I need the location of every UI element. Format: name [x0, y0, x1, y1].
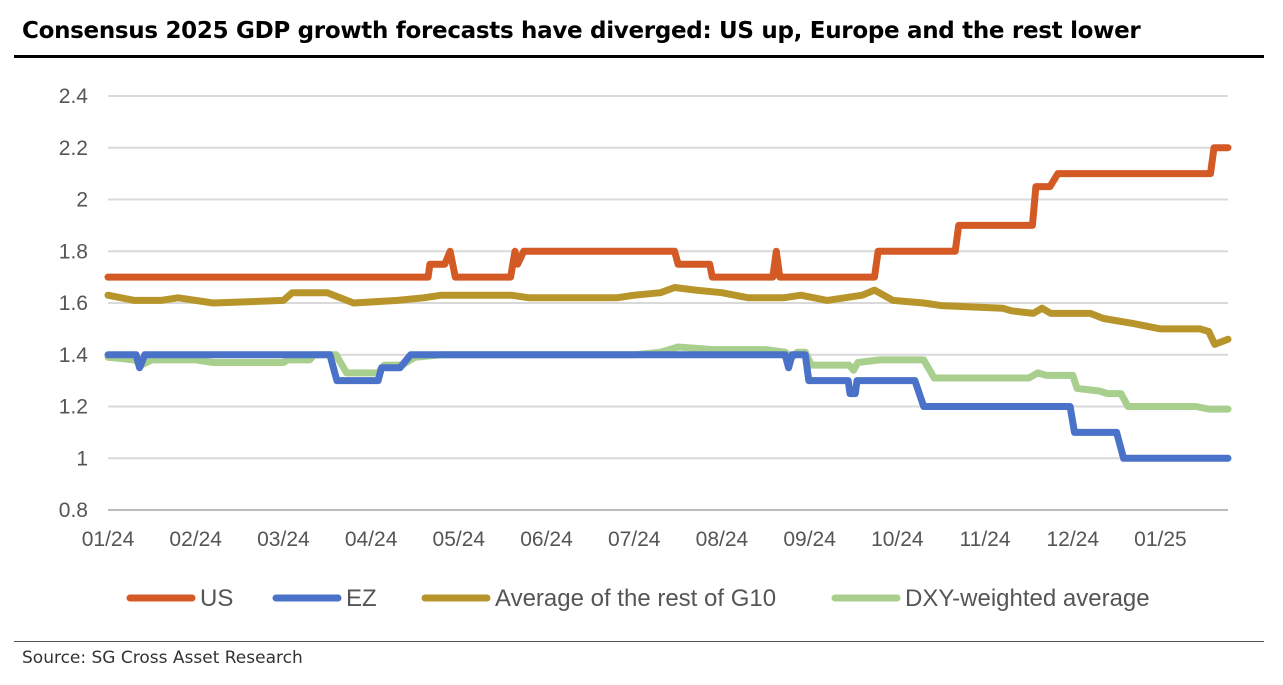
- source-note: Source: SG Cross Asset Research: [22, 648, 303, 668]
- x-tick-label: 09/24: [783, 528, 836, 551]
- source-divider: [14, 641, 1264, 642]
- y-tick-label: 2: [76, 189, 88, 212]
- x-tick-label: 11/24: [960, 528, 1011, 551]
- y-tick-label: 1: [76, 447, 88, 470]
- line-chart: 0.8 1 1.2 1.4 1.6 1.8 2 2.2 2.4 01/24 02/24 03/24 04…: [59, 85, 1232, 612]
- title-divider: [14, 55, 1264, 58]
- legend-label: DXY-weighted average: [905, 585, 1150, 612]
- y-tick-label: 0.8: [59, 499, 88, 522]
- series-line-average-of-the-rest-of-g10: [104, 284, 1232, 348]
- x-tick-label: 02/24: [169, 528, 222, 551]
- chart-title: Consensus 2025 GDP growth forecasts have…: [22, 18, 1141, 44]
- x-tick-label: 08/24: [696, 528, 749, 551]
- x-tick-label: 01/25: [1134, 528, 1187, 551]
- y-tick-label: 1.8: [59, 240, 88, 263]
- x-tick-label: 10/24: [871, 528, 924, 551]
- legend-label: US: [200, 585, 233, 612]
- x-tick-label: 05/24: [433, 528, 486, 551]
- y-tick-label: 2.4: [59, 85, 89, 108]
- x-tick-label: 12/24: [1046, 528, 1099, 551]
- series-line-us: [104, 144, 1232, 281]
- x-tick-label: 04/24: [345, 528, 398, 551]
- series-line-ez: [104, 351, 1232, 462]
- x-tick-label: 06/24: [520, 528, 573, 551]
- x-tick-label: 03/24: [257, 528, 310, 551]
- x-tick-label: 01/24: [82, 528, 135, 551]
- legend-label: Average of the rest of G10: [495, 585, 776, 612]
- y-tick-label: 2.2: [59, 137, 88, 160]
- y-tick-label: 1.4: [59, 344, 89, 367]
- x-tick-label: 07/24: [608, 528, 661, 551]
- y-tick-label: 1.6: [59, 292, 88, 315]
- legend-label: EZ: [346, 585, 377, 612]
- y-tick-label: 1.2: [59, 396, 88, 419]
